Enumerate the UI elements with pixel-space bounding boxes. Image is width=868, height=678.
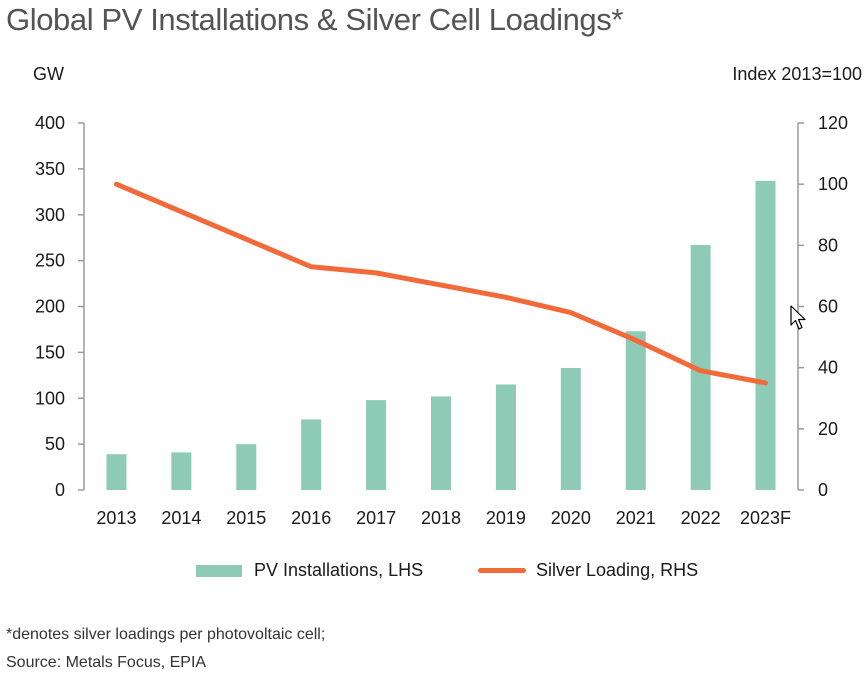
bar-2018 [431, 396, 451, 490]
left-axis-tick-label: 350 [35, 159, 65, 179]
x-axis-label: 2020 [551, 508, 591, 528]
right-axis-tick-label: 60 [818, 297, 838, 317]
right-axis-tick-label: 0 [818, 480, 828, 500]
chart-title: Global PV Installations & Silver Cell Lo… [6, 2, 624, 37]
left-axis-tick-label: 0 [55, 480, 65, 500]
left-axis-tick-label: 50 [45, 434, 65, 454]
right-axis-tick-label: 40 [818, 358, 838, 378]
bar-2022 [690, 245, 711, 490]
right-axis-tick-label: 120 [818, 113, 848, 133]
left-axis-unit-label: GW [33, 64, 64, 84]
left-axis-tick-label: 250 [35, 251, 65, 271]
left-axis-tick-label: 200 [35, 297, 65, 317]
legend: PV Installations, LHS Silver Loading, RH… [0, 560, 868, 590]
x-axis-labels: 2013 2014 2015 2016 2017 2018 2019 2020 2021 2022… [96, 508, 791, 528]
bar-2016 [301, 419, 322, 490]
left-axis-tick-label: 100 [35, 388, 65, 408]
left-axis-tick-label: 300 [35, 205, 65, 225]
x-axis-label: 2015 [226, 508, 266, 528]
bar-2020 [560, 367, 581, 490]
footnote-source: Source: Metals Focus, EPIA [6, 654, 207, 671]
right-axis-tick-label: 100 [818, 174, 848, 194]
legend-item-pv-installations: PV Installations, LHS [196, 560, 423, 581]
right-axis-tick-label: 80 [818, 235, 838, 255]
bar-2019 [495, 384, 516, 490]
bar-2023F [755, 180, 776, 491]
mouse-cursor-icon [790, 305, 806, 330]
left-axis-tick-label: 150 [35, 342, 65, 362]
footnote-note: *denotes silver loadings per photovoltai… [6, 626, 326, 643]
x-axis-label: 2014 [161, 508, 201, 528]
x-axis-label: 2018 [421, 508, 461, 528]
legend-label-pv-installations: PV Installations, LHS [254, 560, 424, 580]
legend-bar-swatch-icon [196, 564, 242, 577]
right-axis: 0 20 40 60 80 100 120 [797, 113, 848, 500]
legend-line-swatch-icon [478, 568, 526, 573]
x-axis-label: 2016 [291, 508, 331, 528]
bar-2021 [625, 331, 646, 490]
x-axis-label: 2023F [740, 508, 791, 528]
right-axis-tick-label: 20 [818, 419, 838, 439]
line-series-silver-loading [113, 181, 769, 386]
bar-2013 [106, 454, 127, 490]
bar-2015 [236, 444, 257, 490]
silver-loading-line [113, 181, 769, 386]
x-axis-label: 2017 [356, 508, 396, 528]
legend-label-silver-loading: Silver Loading, RHS [536, 560, 699, 580]
bar-series-pv-installations [106, 180, 776, 491]
left-axis-tick-label: 400 [35, 113, 65, 133]
legend-item-silver-loading: Silver Loading, RHS [478, 560, 698, 581]
x-axis-label: 2022 [681, 508, 721, 528]
x-axis-label: 2019 [486, 508, 526, 528]
x-axis-label: 2013 [96, 508, 136, 528]
bar-2014 [171, 452, 192, 490]
left-axis: 0 50 100 150 200 250 300 350 400 [35, 113, 85, 500]
x-axis-label: 2021 [616, 508, 656, 528]
bar-2017 [366, 400, 387, 490]
combo-chart: 0 50 100 150 200 250 300 350 400 0 20 40 60 80 100 120… [35, 113, 848, 528]
right-axis-unit-label: Index 2013=100 [732, 64, 862, 84]
